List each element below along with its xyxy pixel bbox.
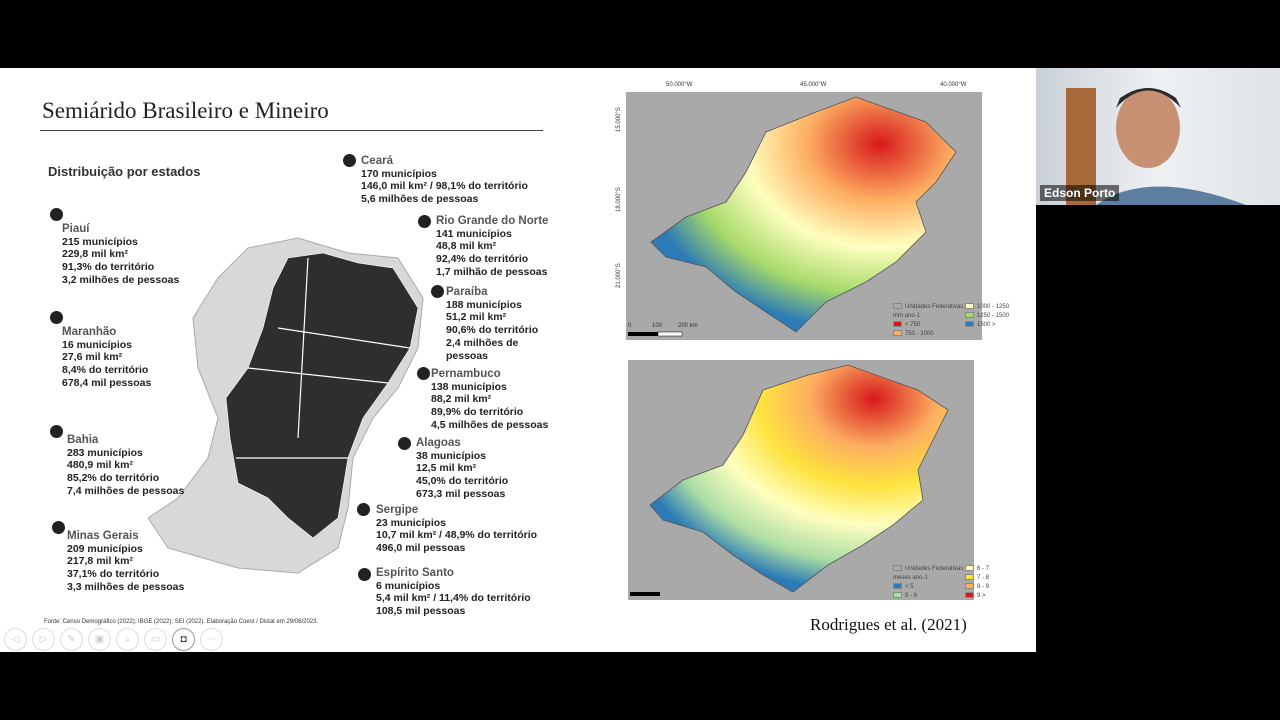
- state-info-rio-grande-do-norte: Rio Grande do Norte 141 municípios 48,8 mi…: [436, 215, 549, 278]
- dry-months-legend: Unidades Federativas meses ano-1 < 5 5 -…: [893, 565, 964, 599]
- next-icon[interactable]: ▷: [32, 628, 55, 651]
- marker-espirito-santo: [358, 568, 371, 581]
- state-info-pernambuco: Pernambuco 138 municípios 88,2 mil km² 89,9…: [431, 368, 549, 431]
- citation: Rodrigues et al. (2021): [810, 615, 967, 634]
- slides-icon[interactable]: ▣: [88, 628, 111, 651]
- source-note: Fonte: Censo Demográfico (2022); IBGE (2…: [44, 619, 319, 625]
- marker-alagoas: [398, 437, 411, 450]
- marker-rio-grande-do-norte: [418, 215, 431, 228]
- lon-label: 50.000°W: [666, 82, 693, 88]
- marker-paraiba: [431, 285, 444, 298]
- lat-label: 15.000°S: [616, 107, 622, 132]
- camera-icon[interactable]: ◘: [172, 628, 195, 651]
- marker-maranhao: [50, 311, 63, 324]
- precipitation-legend-2: 1000 - 1250 1250 - 1500 1500 >: [965, 303, 1009, 330]
- presentation-toolbar: ◁ ▷ ✎ ▣ ⌕ ▭ ◘ ⋯: [4, 628, 223, 651]
- participant-name: Edson Porto: [1040, 185, 1120, 201]
- pen-icon[interactable]: ✎: [60, 628, 83, 651]
- title-divider: [40, 130, 543, 131]
- subtitles-icon[interactable]: ▭: [144, 628, 167, 651]
- state-info-minas-gerais: Minas Gerais 209 municípios 217,8 mil km² 3…: [67, 530, 185, 593]
- more-icon[interactable]: ⋯: [200, 628, 223, 651]
- lat-label: 18.000°S: [616, 187, 622, 212]
- dry-months-legend-2: 6 - 7 7 - 8 8 - 9 9 >: [965, 565, 989, 601]
- state-info-maranhao: Maranhão 16 municípios 27,6 mil km² 8,4% do…: [62, 326, 152, 389]
- precipitation-legend: Unidades Federativas mm ano-1 < 750 750 …: [893, 303, 964, 337]
- semiarid-map: [148, 237, 424, 574]
- state-info-alagoas: Alagoas 38 municípios 12,5 mil km² 45,0% do…: [416, 437, 509, 500]
- slide-subtitle: Distribuição por estados: [48, 164, 201, 179]
- state-info-bahia: Bahia 283 municípios 480,9 mil km² 85,2% do…: [67, 434, 185, 497]
- slide-title: Semiárido Brasileiro e Mineiro: [42, 98, 329, 123]
- state-info-ceara: Ceará 170 municípios 146,0 mil km² / 98,1%…: [361, 155, 528, 206]
- zoom-icon[interactable]: ⌕: [116, 628, 139, 651]
- state-info-sergipe: Sergipe 23 municípios 10,7 mil km² / 48,9%…: [376, 504, 538, 555]
- presentation-slide: Semiárido Brasileiro e Mineiro Distribui…: [0, 68, 1036, 652]
- precipitation-map: [626, 92, 982, 340]
- state-info-paraiba: Paraíba 188 municípios 51,2 mil km² 90,6% d…: [446, 286, 539, 362]
- dry-months-map: [628, 360, 974, 600]
- semiarid-area: [225, 252, 419, 539]
- marker-sergipe: [357, 503, 370, 516]
- marker-ceara: [343, 154, 356, 167]
- lat-label: 21.000°S: [616, 263, 622, 288]
- scale-label: 200 km: [678, 323, 698, 329]
- marker-piaui: [50, 208, 63, 221]
- participant-video[interactable]: Edson Porto: [1036, 68, 1280, 205]
- lon-label: 40.000°W: [940, 82, 967, 88]
- marker-pernambuco: [417, 367, 430, 380]
- state-info-espirito-santo: Espírito Santo 6 municípios 5,4 mil km² / …: [376, 567, 531, 618]
- scale-label: 100: [652, 323, 663, 329]
- marker-minas-gerais: [52, 521, 65, 534]
- lon-label: 45.000°W: [800, 82, 827, 88]
- scale-label: 0: [628, 323, 632, 329]
- marker-bahia: [50, 425, 63, 438]
- state-info-piaui: Piauí 215 municípios 229,8 mil km² 91,3% do…: [62, 223, 180, 286]
- previous-icon[interactable]: ◁: [4, 628, 27, 651]
